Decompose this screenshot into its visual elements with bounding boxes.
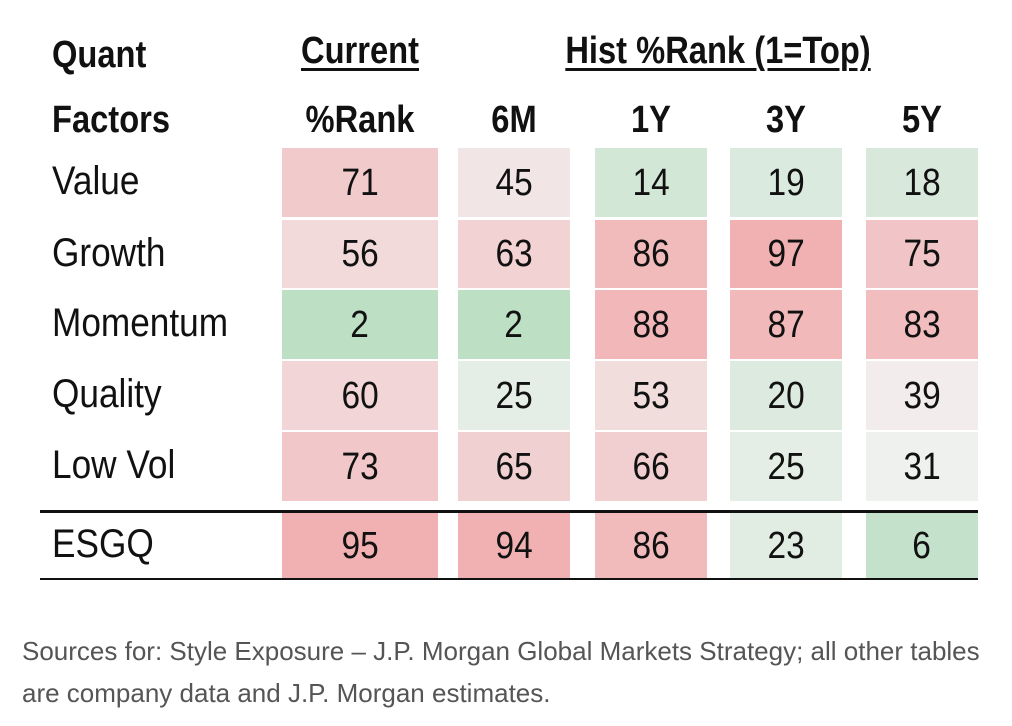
cell-value: 56 <box>341 233 379 275</box>
header-factor-line2: Factors <box>52 99 171 141</box>
header-factor-line1: Quant <box>52 34 147 76</box>
cell-value: 45 <box>495 161 533 204</box>
cell-value: 2 <box>350 303 370 346</box>
cell-value: 18 <box>903 161 941 204</box>
cell-value: 60 <box>341 374 379 417</box>
cell-current: 95 <box>282 513 438 578</box>
cell-6m: 2 <box>458 290 570 359</box>
row-label: Growth <box>52 231 166 275</box>
cell-value: 94 <box>495 524 533 567</box>
cell-6m: 63 <box>458 220 570 288</box>
cell-1y: 14 <box>595 148 707 217</box>
cell-1y: 53 <box>595 361 707 430</box>
cell-current: 60 <box>282 361 438 430</box>
cell-value: 97 <box>767 233 805 275</box>
cell-5y: 39 <box>866 361 978 430</box>
cell-value: 20 <box>767 374 805 417</box>
cell-value: 87 <box>767 303 805 346</box>
cell-value: 6 <box>912 524 932 567</box>
esgq-top-rule <box>40 510 978 513</box>
cell-value: 86 <box>632 233 670 275</box>
source-footnote: Sources for: Style Exposure – J.P. Morga… <box>22 636 980 708</box>
cell-current: 71 <box>282 148 438 217</box>
cell-5y: 83 <box>866 290 978 359</box>
cell-value: 75 <box>903 233 941 275</box>
cell-value: 88 <box>632 303 670 346</box>
cell-value: 2 <box>504 303 524 346</box>
header-hist-1y: 1Y <box>631 99 671 141</box>
cell-3y: 23 <box>730 513 842 578</box>
header-hist-group: Hist %Rank (1=Top) <box>565 30 871 72</box>
header-current-line2: %Rank <box>305 99 415 141</box>
cell-value: 53 <box>632 374 670 417</box>
cell-3y: 87 <box>730 290 842 359</box>
cell-value: 39 <box>903 374 941 417</box>
cell-5y: 18 <box>866 148 978 217</box>
header-hist-3y: 3Y <box>766 99 806 141</box>
cell-5y: 6 <box>866 513 978 578</box>
cell-value: 83 <box>903 303 941 346</box>
cell-3y: 19 <box>730 148 842 217</box>
row-label: Momentum <box>52 301 229 345</box>
cell-value: 73 <box>341 445 379 488</box>
cell-value: 31 <box>903 445 941 488</box>
row-label: Quality <box>52 372 162 416</box>
row-label: Low Vol <box>52 443 176 487</box>
cell-current: 56 <box>282 220 438 288</box>
cell-3y: 20 <box>730 361 842 430</box>
header-hist-5y: 5Y <box>902 99 942 141</box>
cell-6m: 25 <box>458 361 570 430</box>
cell-value: 71 <box>341 161 379 204</box>
cell-value: 14 <box>632 161 670 204</box>
cell-6m: 65 <box>458 432 570 501</box>
cell-value: 23 <box>767 524 805 567</box>
cell-value: 66 <box>632 445 670 488</box>
header-current-line1: Current <box>300 30 420 72</box>
cell-1y: 66 <box>595 432 707 501</box>
cell-value: 95 <box>341 524 379 567</box>
row-label: Value <box>52 159 140 203</box>
cell-current: 73 <box>282 432 438 501</box>
cell-3y: 97 <box>730 220 842 288</box>
cell-value: 25 <box>495 374 533 417</box>
cell-6m: 94 <box>458 513 570 578</box>
cell-5y: 31 <box>866 432 978 501</box>
header-hist-6m: 6M <box>491 99 537 141</box>
cell-value: 25 <box>767 445 805 488</box>
cell-value: 19 <box>767 161 805 204</box>
cell-value: 63 <box>495 233 533 275</box>
cell-current: 2 <box>282 290 438 359</box>
cell-3y: 25 <box>730 432 842 501</box>
cell-1y: 88 <box>595 290 707 359</box>
cell-1y: 86 <box>595 513 707 578</box>
row-label: ESGQ <box>52 522 154 566</box>
table-bottom-rule <box>40 578 978 580</box>
cell-6m: 45 <box>458 148 570 217</box>
cell-5y: 75 <box>866 220 978 288</box>
cell-value: 86 <box>632 524 670 567</box>
cell-value: 65 <box>495 445 533 488</box>
cell-1y: 86 <box>595 220 707 288</box>
